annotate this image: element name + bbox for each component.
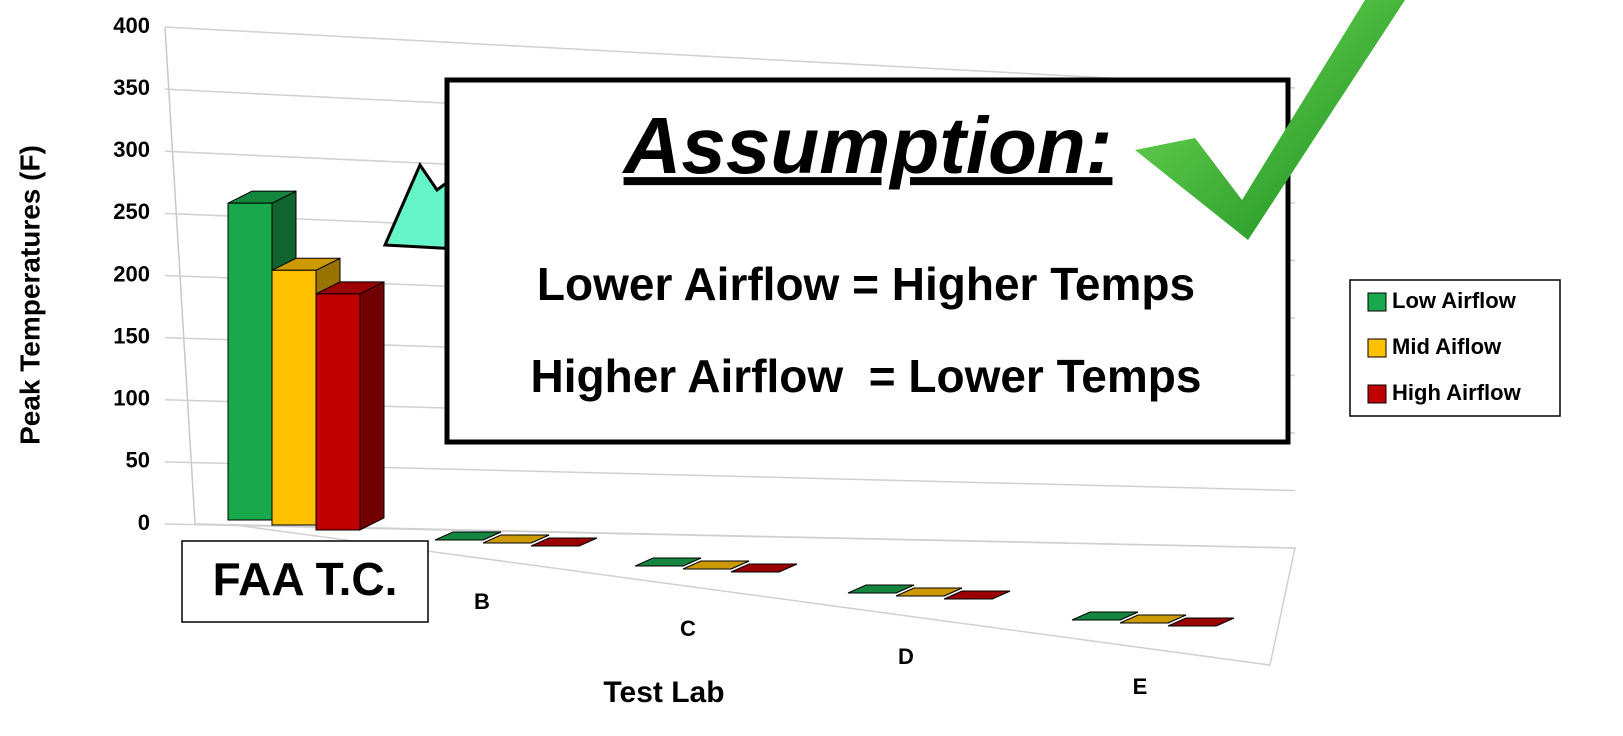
- bar: [848, 585, 914, 593]
- bar: [896, 588, 962, 596]
- bar-top: [531, 538, 597, 546]
- y-tick-label: 0: [138, 510, 150, 535]
- bar-top: [944, 591, 1010, 599]
- annotation-text: Lower Airflow = Higher Temps: [537, 258, 1195, 310]
- bar-front: [316, 294, 360, 530]
- bar: [731, 564, 797, 572]
- legend-label: Mid Aiflow: [1392, 334, 1502, 359]
- bar: [683, 561, 749, 569]
- bar: [1120, 615, 1186, 623]
- bar-top: [635, 558, 701, 566]
- x-tick-label: D: [898, 644, 914, 669]
- bar-top: [731, 564, 797, 572]
- legend-label: High Airflow: [1392, 380, 1522, 405]
- x-tick-label: E: [1133, 674, 1148, 699]
- page: {"chart_data": {"type": "bar3d", "y_labe…: [0, 0, 1623, 736]
- bar-top: [435, 532, 501, 540]
- bar: [1072, 612, 1138, 620]
- bar: [483, 535, 549, 543]
- bar-top: [483, 535, 549, 543]
- x-tick-label: C: [680, 616, 696, 641]
- annotation-text: Higher Airflow = Lower Temps: [531, 350, 1202, 402]
- y-axis-title: Peak Temperatures (F): [14, 145, 45, 445]
- bar-top: [1168, 618, 1234, 626]
- bar: [531, 538, 597, 546]
- x-tick-label: FAA T.C.: [213, 553, 398, 605]
- bar: [1168, 618, 1234, 626]
- annotation-title: Assumption:: [622, 101, 1113, 190]
- bar-side: [360, 282, 384, 530]
- bar-top: [683, 561, 749, 569]
- bar-top: [1120, 615, 1186, 623]
- bar: [635, 558, 701, 566]
- chart: Peak Temperatures (F) Test Lab Assumptio…: [0, 0, 1623, 736]
- legend-label: Low Airflow: [1392, 288, 1517, 313]
- legend-swatch: [1368, 339, 1386, 357]
- bar-top: [848, 585, 914, 593]
- bar: [944, 591, 1010, 599]
- y-tick-label: 100: [113, 386, 150, 411]
- bar-front: [272, 270, 316, 525]
- y-tick-label: 300: [113, 137, 150, 162]
- bar-front: [228, 203, 272, 520]
- y-tick-label: 400: [113, 13, 150, 38]
- x-tick-label: B: [474, 589, 490, 614]
- y-tick-label: 50: [126, 448, 150, 473]
- y-tick-label: 150: [113, 323, 150, 348]
- x-axis-title: Test Lab: [603, 676, 724, 709]
- legend-swatch: [1368, 293, 1386, 311]
- bar: [316, 282, 384, 530]
- bar: [435, 532, 501, 540]
- bar-top: [1072, 612, 1138, 620]
- y-tick-label: 350: [113, 75, 150, 100]
- bar-top: [896, 588, 962, 596]
- y-tick-label: 200: [113, 261, 150, 286]
- legend-swatch: [1368, 385, 1386, 403]
- y-tick-label: 250: [113, 199, 150, 224]
